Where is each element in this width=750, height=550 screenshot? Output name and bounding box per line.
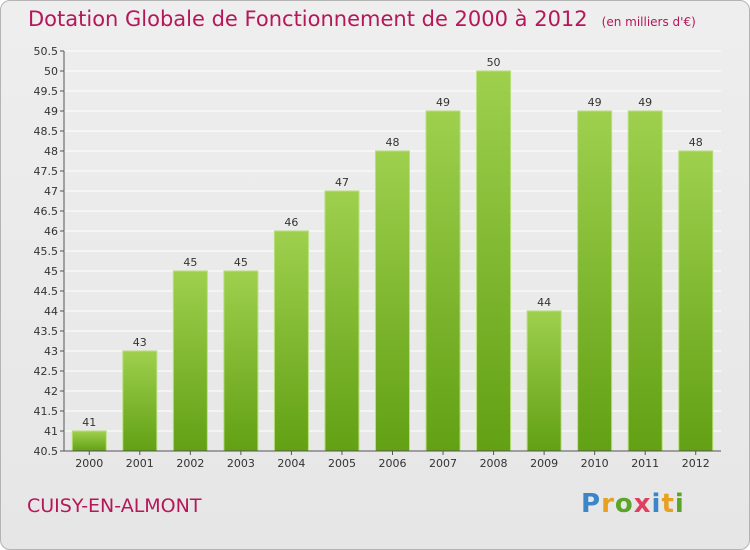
y-tick-label: 41 <box>44 425 58 438</box>
logo-letter: r <box>601 489 615 519</box>
bar-value-label: 50 <box>487 56 501 69</box>
logo-letter: i <box>674 489 685 519</box>
bar-value-label: 49 <box>436 96 450 109</box>
y-tick-label: 42 <box>44 385 58 398</box>
bar <box>526 310 562 452</box>
bar-value-label: 48 <box>689 136 703 149</box>
y-tick-label: 48.5 <box>34 125 59 138</box>
bars <box>71 70 714 452</box>
x-tick-label: 2002 <box>176 457 204 470</box>
y-tick-label: 40.5 <box>34 445 59 458</box>
y-tick-label: 41.5 <box>34 405 59 418</box>
y-tick-label: 45.5 <box>34 245 59 258</box>
value-labels: 41 43 45 45 46 47 48 49 50 44 49 49 48 <box>82 56 702 429</box>
y-tick-label: 50 <box>44 65 58 78</box>
bar <box>627 110 663 452</box>
y-tick-label: 43 <box>44 345 58 358</box>
bar-value-label: 49 <box>588 96 602 109</box>
x-tick-label: 2008 <box>480 457 508 470</box>
commune-name: CUISY-EN-ALMONT <box>27 495 202 517</box>
bar <box>425 110 461 452</box>
x-tick-label: 2007 <box>429 457 457 470</box>
bar <box>577 110 613 452</box>
bar <box>122 350 158 452</box>
bar-value-label: 41 <box>82 416 96 429</box>
y-axis-ticks: 40.5 41 41.5 42 42.5 43 43.5 44 44.5 45 45.5 46 46.5… <box>34 45 64 458</box>
bar-value-label: 47 <box>335 176 349 189</box>
x-tick-label: 2003 <box>227 457 255 470</box>
y-tick-label: 50.5 <box>34 45 59 58</box>
x-tick-label: 2009 <box>530 457 558 470</box>
chart-subtitle: (en milliers d'€) <box>601 15 696 29</box>
x-tick-label: 2006 <box>379 457 407 470</box>
x-tick-label: 2012 <box>682 457 710 470</box>
x-axis-ticks: 2000 2001 2002 2003 2004 2005 2006 2007 2008 2009… <box>75 451 710 470</box>
proxiti-logo: Proxiti <box>581 489 685 519</box>
bar <box>71 430 107 452</box>
bar <box>172 270 208 452</box>
bar-value-label: 43 <box>133 336 147 349</box>
y-tick-label: 46 <box>44 225 58 238</box>
logo-letter: i <box>651 489 662 519</box>
bar-value-label: 45 <box>183 256 197 269</box>
x-tick-label: 2005 <box>328 457 356 470</box>
y-tick-label: 49 <box>44 105 58 118</box>
x-tick-label: 2001 <box>126 457 154 470</box>
y-tick-label: 46.5 <box>34 205 59 218</box>
bar <box>678 150 714 452</box>
bar <box>476 70 512 452</box>
bar <box>273 230 309 452</box>
bar-value-label: 48 <box>386 136 400 149</box>
y-tick-label: 47.5 <box>34 165 59 178</box>
bar-value-label: 44 <box>537 296 551 309</box>
bar-value-label: 49 <box>638 96 652 109</box>
x-tick-label: 2011 <box>631 457 659 470</box>
chart-title: Dotation Globale de Fonctionnement de 20… <box>28 7 696 31</box>
y-tick-label: 44 <box>44 305 58 318</box>
x-tick-label: 2010 <box>581 457 609 470</box>
x-tick-label: 2000 <box>75 457 103 470</box>
bar <box>223 270 259 452</box>
y-tick-label: 42.5 <box>34 365 59 378</box>
logo-letter: o <box>614 489 634 519</box>
y-tick-label: 45 <box>44 265 58 278</box>
y-tick-label: 43.5 <box>34 325 59 338</box>
y-tick-label: 48 <box>44 145 58 158</box>
y-tick-label: 49.5 <box>34 85 59 98</box>
bar-value-label: 46 <box>284 216 298 229</box>
chart-title-text: Dotation Globale de Fonctionnement de 20… <box>28 7 588 31</box>
y-tick-label: 44.5 <box>34 285 59 298</box>
logo-letter: t <box>661 489 675 519</box>
logo-letter: x <box>633 489 652 519</box>
x-tick-label: 2004 <box>277 457 305 470</box>
y-tick-label: 47 <box>44 185 58 198</box>
logo-letter: P <box>581 489 602 519</box>
bar <box>324 190 360 452</box>
bar-value-label: 45 <box>234 256 248 269</box>
bar <box>375 150 410 452</box>
